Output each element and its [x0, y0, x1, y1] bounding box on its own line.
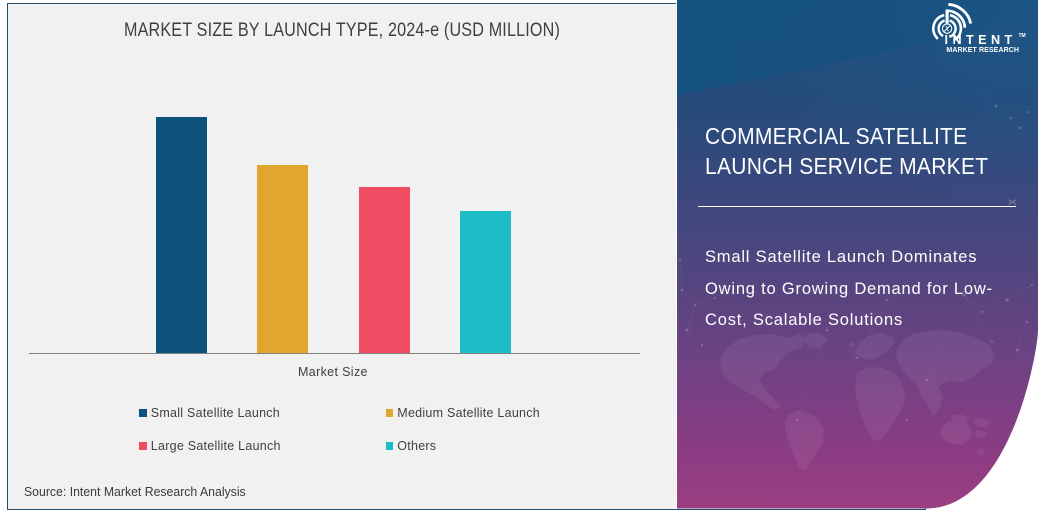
svg-text:TM: TM [1019, 33, 1026, 39]
svg-text:MARKET RESEARCH: MARKET RESEARCH [946, 47, 1019, 54]
svg-text:INTENT: INTENT [945, 33, 1017, 47]
